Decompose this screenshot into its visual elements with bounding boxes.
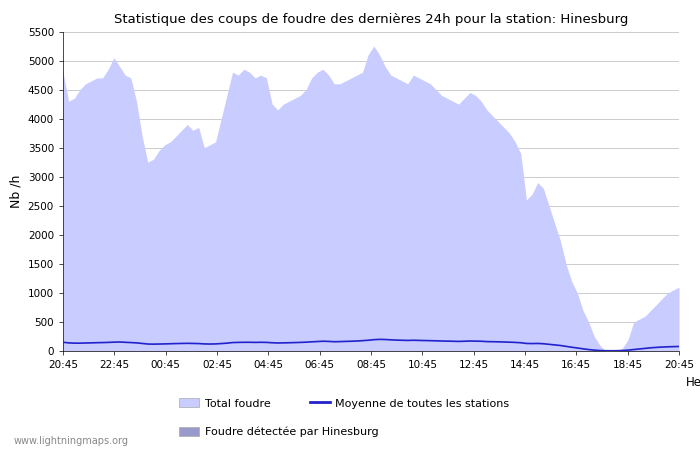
- Title: Statistique des coups de foudre des dernières 24h pour la station: Hinesburg: Statistique des coups de foudre des dern…: [114, 13, 628, 26]
- Text: www.lightningmaps.org: www.lightningmaps.org: [14, 436, 129, 446]
- Legend: Foudre détectée par Hinesburg: Foudre détectée par Hinesburg: [179, 427, 379, 437]
- Text: Heure: Heure: [686, 376, 700, 389]
- Y-axis label: Nb /h: Nb /h: [9, 175, 22, 208]
